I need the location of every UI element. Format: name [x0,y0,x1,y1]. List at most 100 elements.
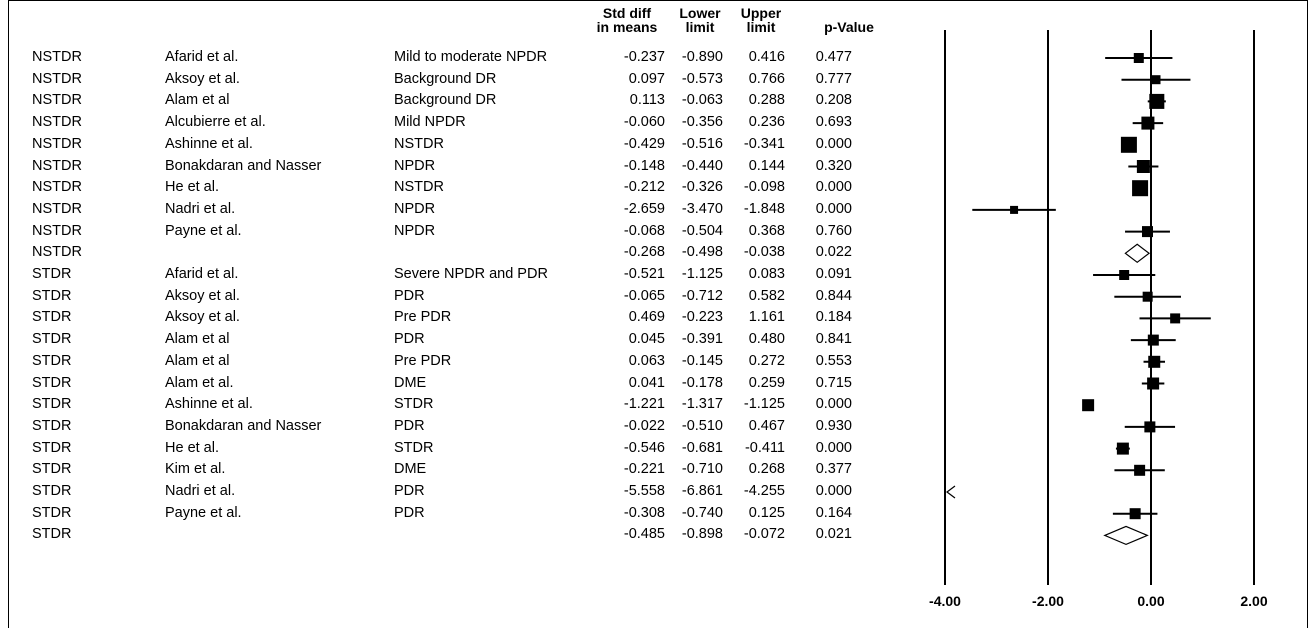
cell-outcome: NPDR [394,157,436,174]
cell-upper: 0.467 [748,417,785,434]
cell-std-diff: -0.268 [623,244,665,261]
cell-lower: -0.223 [681,309,723,326]
point-estimate-square [1141,226,1153,238]
cell-std-diff: -0.060 [623,114,665,131]
cell-std-diff: 0.041 [628,374,665,391]
cell-study: Aksoy et al. [165,70,240,87]
cell-upper: 0.288 [748,92,785,109]
cell-group: STDR [32,352,72,369]
cell-outcome: STDR [394,439,434,456]
point-estimate-square [1136,160,1150,173]
cell-study: Alam et al [165,331,230,348]
cell-lower: -0.890 [681,49,723,65]
cell-upper: 0.480 [748,331,785,348]
cell-lower: -0.391 [681,331,723,348]
header-std-diff-line2: in means [596,19,658,35]
cell-p-value: 0.022 [815,244,852,261]
cell-std-diff: 0.063 [628,352,665,369]
cell-upper: -1.125 [743,396,785,413]
cell-study: Alcubierre et al. [165,114,266,131]
cell-group: NSTDR [32,135,82,152]
cell-lower: -0.681 [681,439,723,456]
cell-group: NSTDR [32,157,82,174]
cell-std-diff: -0.237 [623,49,665,65]
cell-std-diff: 0.113 [629,92,665,109]
cell-p-value: 0.000 [815,200,852,217]
cell-std-diff: 0.469 [628,309,665,326]
cell-outcome: NPDR [394,222,436,239]
cell-outcome: Background DR [394,92,497,109]
cell-study: Nadri et al. [165,200,236,217]
cell-group: STDR [32,461,72,478]
cell-group: NSTDR [32,222,82,239]
cell-upper: -0.411 [744,439,785,456]
x-tick-label: -2.00 [1032,593,1064,609]
cell-group: STDR [32,483,72,499]
cell-upper: -0.098 [743,179,785,196]
cell-p-value: 0.715 [815,374,852,391]
cell-std-diff: -0.521 [623,266,665,282]
cell-lower: -0.710 [681,461,723,478]
cell-p-value: 0.553 [815,352,852,369]
cell-group: STDR [32,309,72,326]
cell-lower: -0.516 [681,135,723,152]
point-estimate-square [1151,75,1161,85]
cell-outcome: Severe NPDR and PDR [394,266,548,282]
cell-upper: -0.341 [743,135,785,152]
cell-upper: 1.161 [748,309,785,326]
cell-std-diff: -0.148 [623,157,665,174]
cell-upper: 0.766 [748,70,785,87]
cell-lower: -0.326 [681,179,723,196]
cell-upper: 0.582 [748,287,785,304]
cell-lower: -0.063 [681,92,723,109]
cell-study: Afarid et al. [165,266,239,282]
point-estimate-square [1116,442,1129,455]
cell-outcome: NSTDR [394,135,444,152]
point-estimate-square [1133,53,1144,63]
cell-group: NSTDR [32,92,82,109]
cell-p-value: 0.693 [815,114,852,131]
cell-group: NSTDR [32,179,82,196]
header-p-value: p-Value [814,20,884,34]
cell-std-diff: -0.429 [623,135,665,152]
cell-std-diff: -0.308 [623,504,665,521]
off-scale-arrow [946,485,956,499]
cell-study: Alam et al [165,92,230,109]
header-lower-limit: Lower limit [676,6,724,34]
point-estimate-square [1120,136,1137,153]
point-estimate-square [1010,205,1019,214]
header-std-diff: Std diff in means [586,6,668,34]
cell-lower: -0.898 [681,526,723,543]
header-upper-line1: Upper [740,5,782,21]
summary-diamond [1124,243,1151,264]
cell-p-value: 0.021 [815,526,852,543]
cell-std-diff: -0.022 [623,417,665,434]
cell-study: Aksoy et al. [165,309,240,326]
cell-lower: -0.440 [681,157,723,174]
cell-lower: -0.178 [681,374,723,391]
point-estimate-square [1144,421,1156,433]
cell-p-value: 0.000 [815,483,852,499]
cell-lower: -0.504 [681,222,723,239]
cell-group: NSTDR [32,114,82,131]
header-pvalue-line1: p-Value [824,19,874,35]
cell-group: STDR [32,396,72,413]
cell-outcome: DME [394,461,427,478]
cell-study: Alam et al [165,352,230,369]
cell-lower: -0.510 [681,417,723,434]
x-tick-label: -4.00 [929,593,961,609]
x-tick-label: 2.00 [1240,593,1267,609]
header-upper-line2: limit [746,19,776,35]
cell-lower: -0.145 [681,352,723,369]
cell-lower: -0.573 [681,70,723,87]
cell-group: STDR [32,417,72,434]
cell-std-diff: -0.546 [623,439,665,456]
cell-p-value: 0.844 [815,287,852,304]
cell-lower: -0.356 [681,114,723,131]
header-lower-line2: limit [685,19,715,35]
cell-upper: 0.272 [748,352,785,369]
point-estimate-square [1147,377,1160,390]
cell-study: He et al. [165,179,219,196]
cell-outcome: NPDR [394,200,436,217]
header-std-diff-line1: Std diff [602,5,652,21]
